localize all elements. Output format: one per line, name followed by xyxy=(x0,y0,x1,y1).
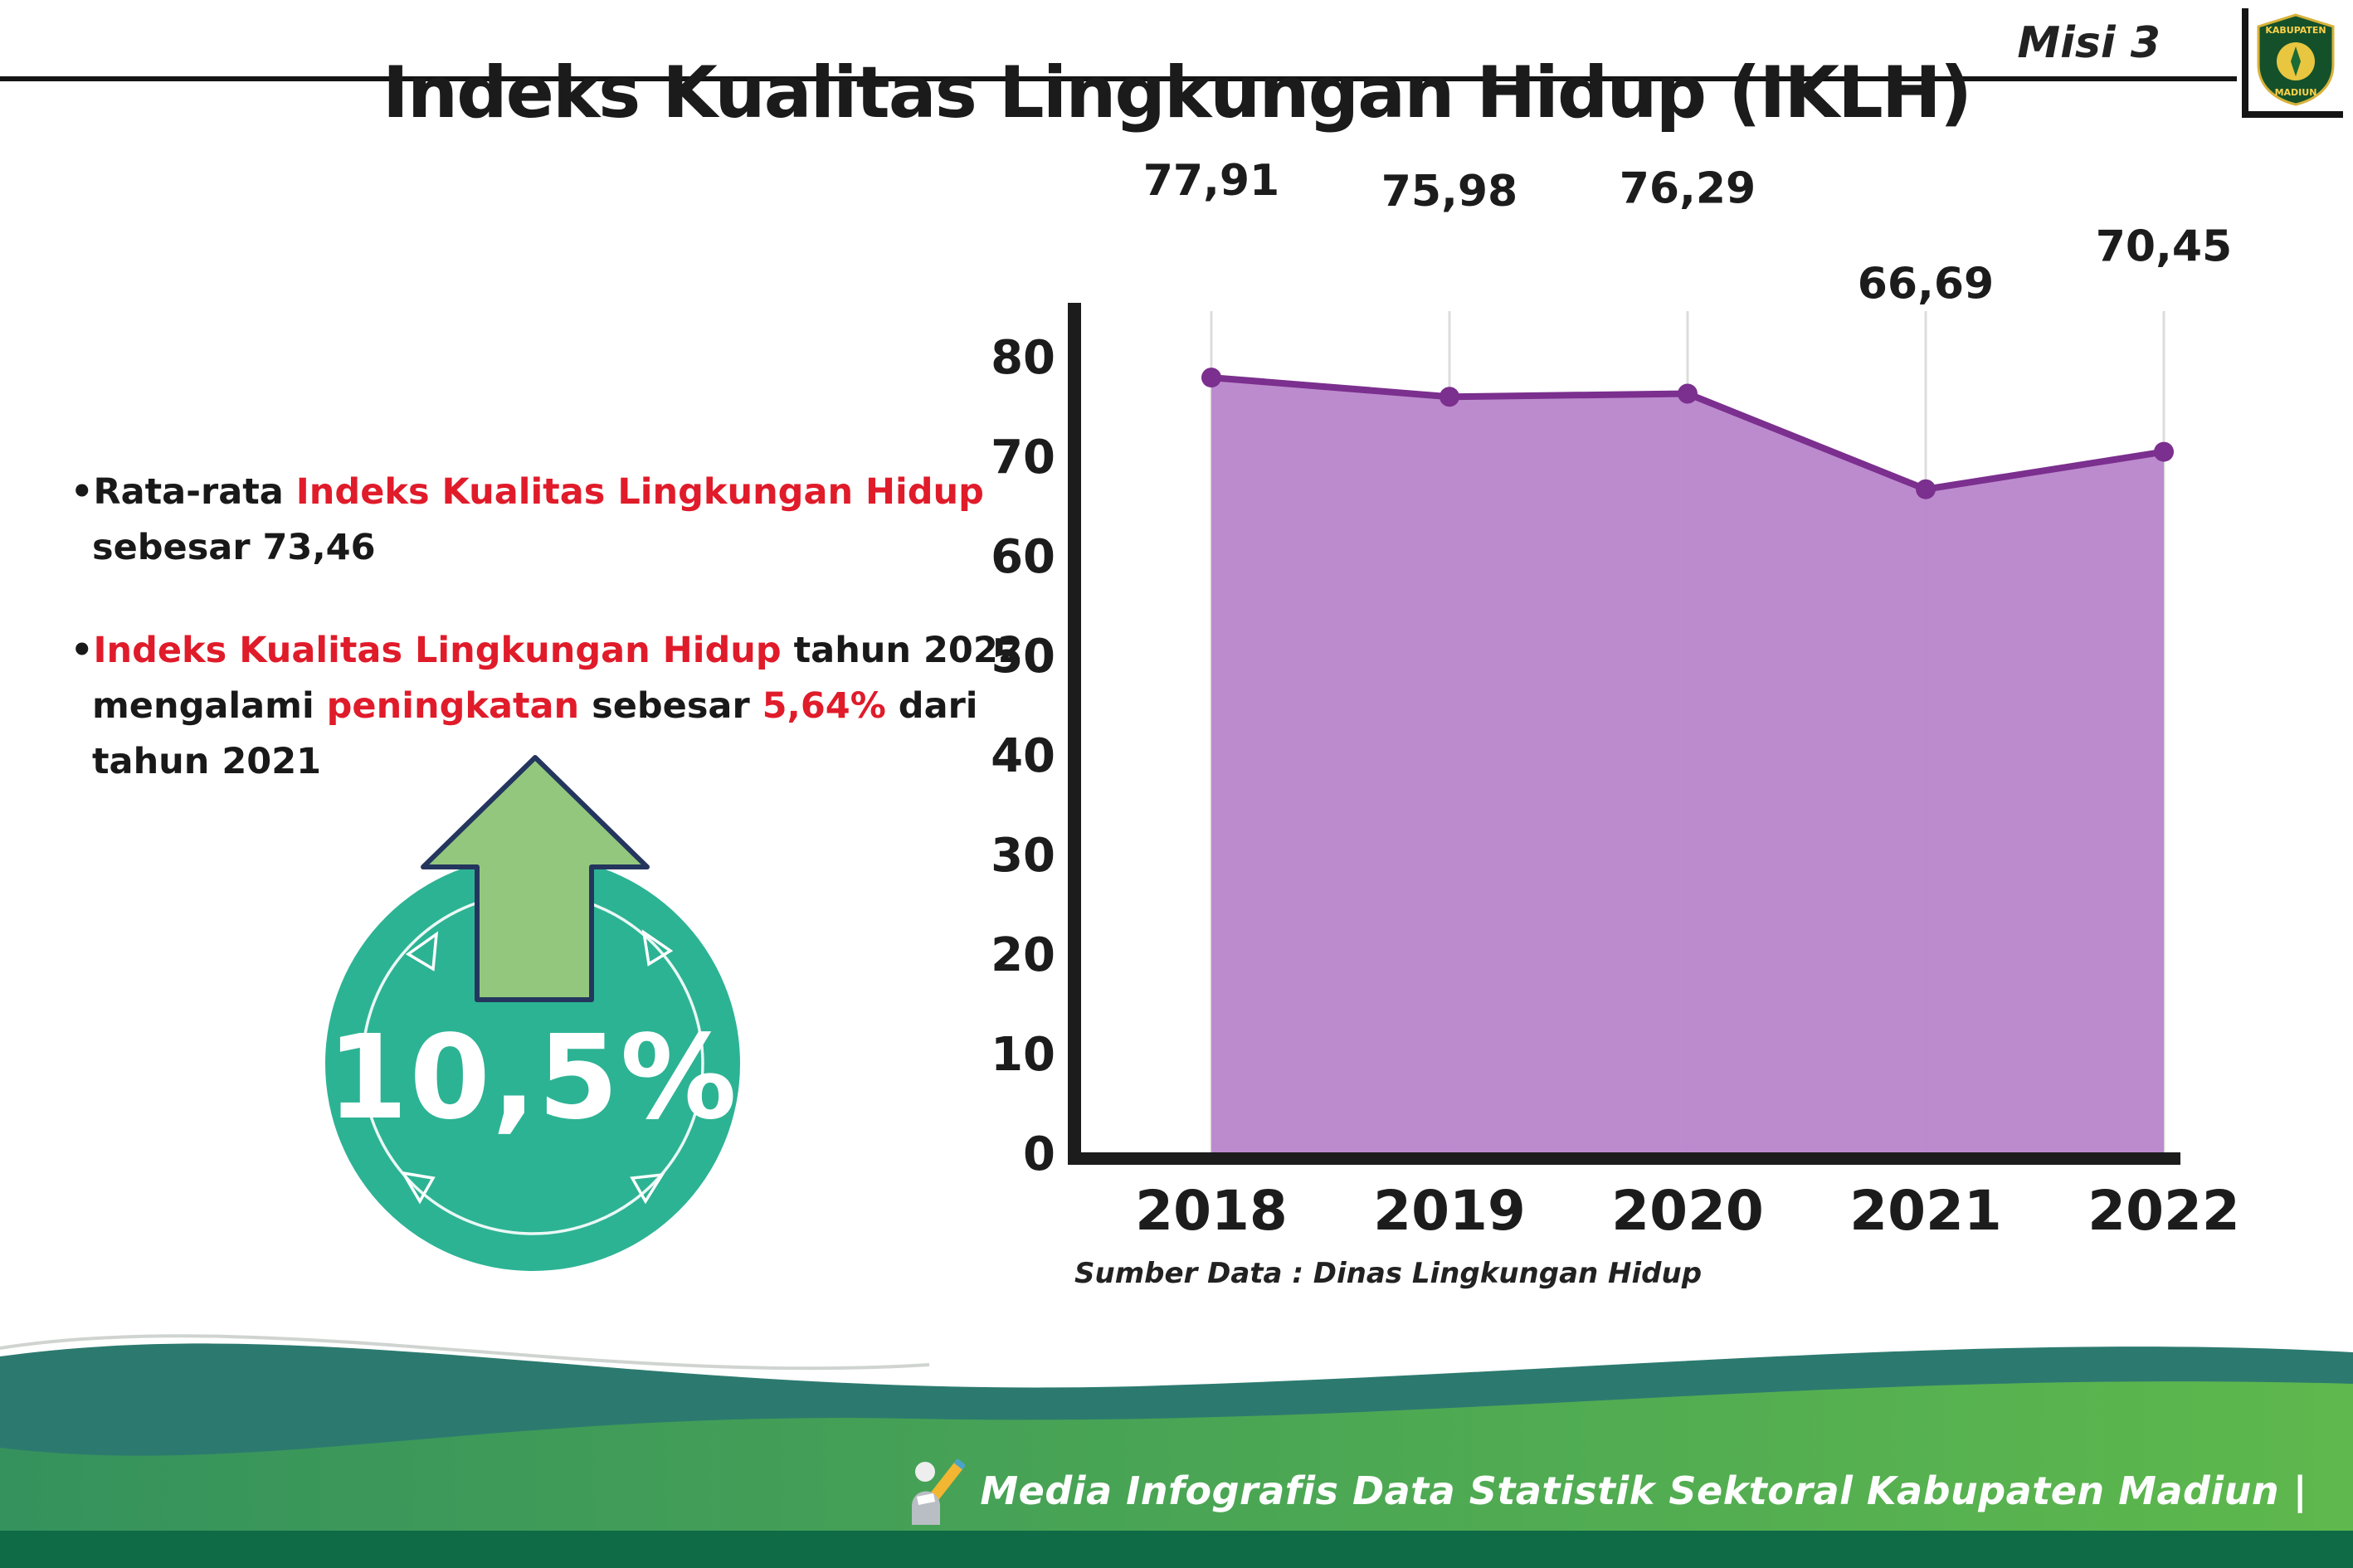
svg-text:70,45: 70,45 xyxy=(2096,222,2232,272)
footer-gray-curve xyxy=(0,1334,930,1371)
bullet-text-highlight: Indeks Kualitas Lingkungan Hidup xyxy=(295,471,984,513)
footer-credit: Media Infografis Data Statistik Sektoral… xyxy=(905,1454,2307,1528)
footer-green-wave xyxy=(0,1381,2353,1568)
footer-credit-text: Media Infografis Data Statistik Sektoral… xyxy=(980,1468,2307,1513)
bullet-line: sebesar 73,46 xyxy=(71,520,1033,576)
svg-text:77,91: 77,91 xyxy=(1143,156,1279,206)
key-points: •Rata-rata Indeks Kualitas Lingkungan Hi… xyxy=(71,465,1033,789)
misi-label: Misi 3 xyxy=(2017,18,2161,68)
svg-text:76,29: 76,29 xyxy=(1620,164,1756,214)
logo-emblem-star xyxy=(2291,46,2301,76)
bullet-line: •Rata-rata Indeks Kualitas Lingkungan Hi… xyxy=(71,465,1033,520)
footer-dark-strip xyxy=(0,1531,2353,1568)
logo-text-bottom: MADIUN xyxy=(2275,87,2317,98)
bullet-text: • xyxy=(71,630,94,672)
svg-text:30: 30 xyxy=(991,829,1055,883)
bullet-text-highlight: Indeks Kualitas Lingkungan Hidup xyxy=(93,630,782,672)
bullet-text: tahun 2021 xyxy=(92,740,322,782)
logo-frame: KABUPATEN MADIUN xyxy=(2242,8,2343,118)
bullet-text: sebesar 73,46 xyxy=(92,526,376,568)
bullet-average-iklh: •Rata-rata Indeks Kualitas Lingkungan Hi… xyxy=(71,465,1033,575)
bullet-increase-2022: •Indeks Kualitas Lingkungan Hidup tahun … xyxy=(71,623,1033,789)
mascot-writer-icon xyxy=(912,1458,966,1525)
kabupaten-madiun-logo: KABUPATEN MADIUN xyxy=(2257,13,2335,106)
svg-text:70: 70 xyxy=(991,431,1055,485)
svg-text:2021: 2021 xyxy=(1849,1179,2002,1243)
svg-text:2018: 2018 xyxy=(1135,1179,1288,1243)
badge-percentage: 10,5% xyxy=(327,1010,738,1146)
bullet-text: dari xyxy=(885,684,978,727)
bullet-text-highlight: 5,64% xyxy=(762,684,886,727)
up-arrow-icon xyxy=(421,755,650,1002)
top-divider-line xyxy=(0,76,2237,81)
svg-text:2019: 2019 xyxy=(1373,1179,1526,1243)
bullet-text-highlight: peningkatan xyxy=(326,684,580,727)
svg-text:66,69: 66,69 xyxy=(1858,260,1994,309)
bullet-line: •Indeks Kualitas Lingkungan Hidup tahun … xyxy=(71,623,1033,679)
bullet-line: tahun 2021 xyxy=(71,734,1033,790)
bullet-text: mengalami xyxy=(92,684,327,727)
iklh-area-chart: 0 10 20 30 40 50 60 70 80 77,91 75,98 76,29 66,69 70,… xyxy=(991,156,2240,1243)
logo-text-top: KABUPATEN xyxy=(2265,25,2326,36)
svg-text:80: 80 xyxy=(991,331,1055,385)
page-title: Indeks Kualitas Lingkungan Hidup (IKLH) xyxy=(382,51,1972,134)
bullet-text: tahun 2022 xyxy=(781,630,1023,672)
svg-text:75,98: 75,98 xyxy=(1381,167,1518,217)
bullet-text: •Rata-rata xyxy=(71,471,296,513)
svg-text:0: 0 xyxy=(1023,1127,1055,1181)
svg-text:50: 50 xyxy=(991,630,1055,684)
iklh-chart-container: 0 10 20 30 40 50 60 70 80 77,91 75,98 76,29 66,69 70,… xyxy=(979,149,2240,1261)
svg-text:2020: 2020 xyxy=(1611,1179,1764,1243)
bullet-line: mengalami peningkatan sebesar 5,64% dari xyxy=(71,679,1033,734)
svg-text:60: 60 xyxy=(991,530,1055,584)
svg-text:2022: 2022 xyxy=(2087,1179,2240,1243)
svg-text:20: 20 xyxy=(991,928,1055,982)
svg-text:40: 40 xyxy=(991,729,1055,783)
svg-text:10: 10 xyxy=(991,1028,1055,1082)
bullet-text: sebesar xyxy=(579,684,762,727)
data-source-note: Sumber Data : Dinas Lingkungan Hidup xyxy=(1074,1257,1703,1290)
footer-wave-graphic xyxy=(0,1334,2353,1568)
